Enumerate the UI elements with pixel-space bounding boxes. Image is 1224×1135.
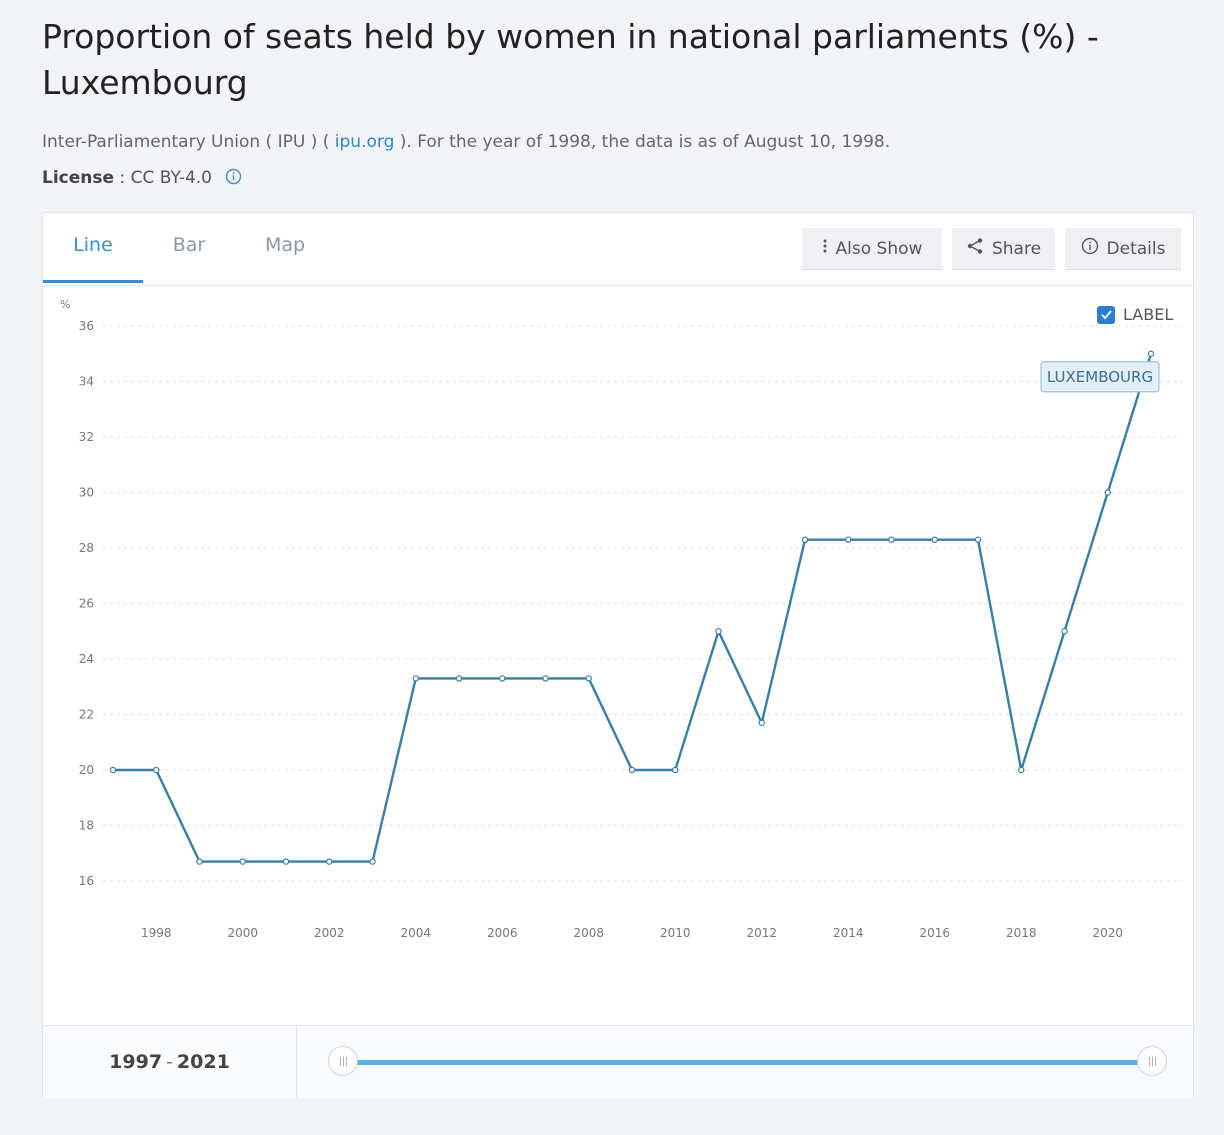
x-tick-label: 2012	[746, 926, 777, 940]
x-tick-label: 2006	[487, 926, 518, 940]
data-point	[153, 766, 160, 774]
also-show-button[interactable]: Also Show	[802, 228, 942, 270]
y-tick-label: 26	[79, 597, 94, 611]
range-label: 1997-2021	[43, 1026, 297, 1098]
series-label: LUXEMBOURG	[1047, 368, 1153, 386]
source-suffix: ). For the year of 1998, the data is as …	[394, 132, 891, 152]
share-button[interactable]: Share	[952, 228, 1055, 270]
data-point	[1147, 350, 1155, 357]
y-axis-unit: %	[60, 298, 70, 311]
data-point	[412, 675, 419, 682]
data-point	[845, 536, 852, 543]
data-point	[628, 766, 636, 774]
source-link[interactable]: ipu.org	[334, 132, 395, 152]
y-tick-label: 30	[79, 486, 94, 500]
range-sep: -	[166, 1051, 173, 1073]
tab-map[interactable]: Map	[264, 234, 306, 256]
label-toggle-text: LABEL	[1123, 305, 1174, 324]
y-tick-label: 20	[79, 763, 94, 777]
details-label: Details	[1106, 238, 1166, 259]
data-point	[931, 536, 938, 543]
x-tick-label: 2018	[1006, 926, 1037, 940]
tabs-bar: Line Bar Map Also Show Share Details	[43, 213, 1193, 286]
share-label: Share	[991, 238, 1042, 259]
y-tick-label: 24	[79, 652, 94, 666]
data-point	[585, 675, 592, 682]
x-tick-label: 2016	[919, 926, 950, 940]
data-point	[499, 675, 506, 682]
data-point	[1061, 628, 1068, 635]
y-tick-label: 22	[79, 708, 94, 722]
y-tick-label: 36	[79, 319, 94, 333]
data-point	[801, 536, 809, 543]
data-point	[196, 858, 203, 865]
label-toggle[interactable]: LABEL	[1097, 305, 1173, 324]
data-point	[455, 675, 463, 682]
x-tick-label: 2020	[1092, 926, 1123, 940]
range-slider-track[interactable]	[343, 1060, 1151, 1065]
data-point	[672, 766, 679, 774]
range-handle-start[interactable]	[328, 1046, 358, 1076]
data-point	[1104, 489, 1111, 496]
data-point	[974, 536, 982, 543]
page-title: Proportion of seats held by women in nat…	[42, 17, 1099, 102]
series-line	[113, 353, 1153, 863]
y-tick-label: 34	[79, 375, 94, 389]
data-point	[369, 858, 376, 865]
x-tick-label: 2004	[400, 926, 431, 940]
data-point	[282, 858, 290, 865]
data-point	[888, 536, 895, 543]
y-tick-label: 32	[79, 430, 94, 444]
data-point	[109, 766, 117, 774]
license-value: CC BY-4.0	[130, 168, 212, 188]
source-prefix: Inter-Parliamentary Union ( IPU ) (	[42, 132, 335, 152]
data-point	[239, 858, 246, 865]
data-point	[715, 628, 722, 635]
details-button[interactable]: Details	[1065, 228, 1181, 270]
also-show-label: Also Show	[835, 238, 923, 259]
data-point	[326, 858, 333, 865]
series-label-box	[1040, 361, 1160, 393]
label-checkbox[interactable]	[1097, 305, 1115, 324]
y-tick-label: 16	[79, 874, 94, 888]
range-end: 2021	[176, 1051, 230, 1073]
y-tick-label: 18	[79, 819, 94, 833]
more-vertical-icon	[822, 238, 828, 259]
tab-bar[interactable]: Bar	[172, 234, 206, 256]
x-tick-label: 2014	[833, 926, 864, 940]
chart-card: Line Bar Map Also Show Share Details LAB…	[42, 212, 1194, 1098]
tab-line[interactable]: Line	[43, 213, 143, 283]
data-point	[1018, 766, 1025, 774]
license-label: License	[42, 168, 115, 188]
data-point	[758, 719, 765, 727]
y-tick-label: 28	[79, 541, 94, 555]
info-circle-icon	[1081, 237, 1099, 260]
x-tick-label: 2002	[314, 926, 345, 940]
x-tick-label: 2008	[573, 926, 604, 940]
license-sep: :	[114, 168, 131, 188]
data-point	[542, 675, 549, 682]
info-icon[interactable]	[225, 168, 242, 190]
share-icon	[966, 237, 984, 260]
range-footer: 1997-2021	[43, 1025, 1193, 1098]
license-line: License : CC BY-4.0	[42, 168, 242, 190]
range-handle-end[interactable]	[1137, 1046, 1167, 1076]
x-tick-label: 1998	[141, 926, 172, 940]
range-start: 1997	[109, 1051, 163, 1073]
source-line: Inter-Parliamentary Union ( IPU ) ( ipu.…	[42, 132, 890, 152]
x-tick-label: 2010	[660, 926, 691, 940]
x-tick-label: 2000	[227, 926, 258, 940]
line-chart: % 16 18 20 22 24 26 28 30 32 34 36 1998 2000 2002 2004 2…	[60, 298, 1183, 940]
